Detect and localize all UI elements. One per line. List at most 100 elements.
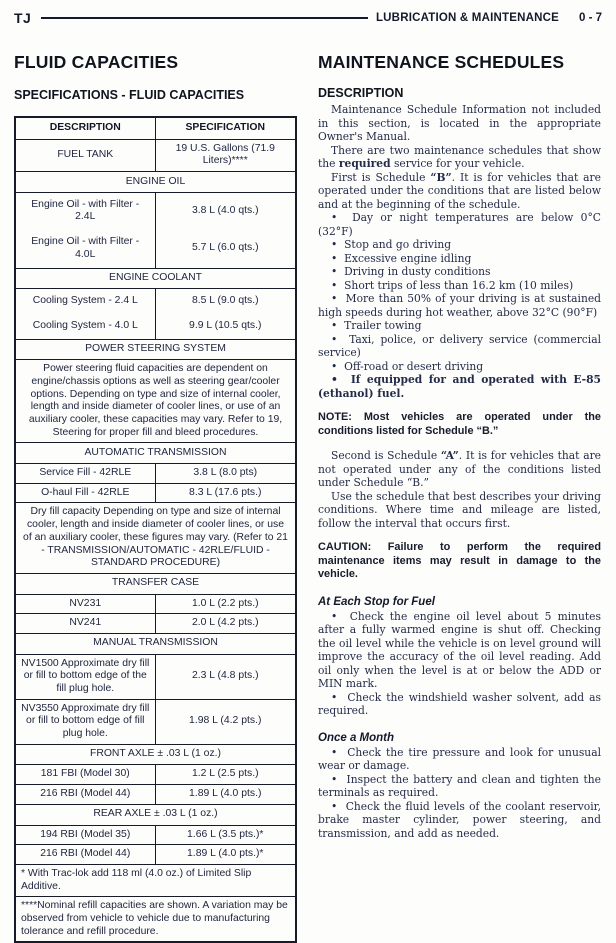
table-cell-specification: 2.3 L (4.8 pts.) (191, 670, 259, 682)
section-subheading: Once a Month (318, 731, 395, 744)
table-cell-specification: 19 U.S. Gallons (71.9 Liters)**** (175, 142, 275, 167)
table-section-row: REAR AXLE ± .03 L (1 oz.) (16, 803, 295, 825)
bullet-item: • Check the fluid levels of the coolant … (318, 799, 601, 840)
table-header-specification: SPECIFICATION (185, 122, 265, 133)
table-section-row: ENGINE COOLANT (16, 267, 295, 289)
note-block: NOTE: Most vehicles are operated under t… (318, 411, 601, 437)
paragraph: Use the schedule that best describes you… (318, 489, 601, 530)
bullet-item: • Stop and go driving (331, 238, 452, 251)
table-section-row: ENGINE OIL (16, 171, 295, 192)
table-row-group: Cooling System - 2.4 L 8.5 L (9.0 qts.) Co… (16, 288, 295, 339)
table-row: NV3550 Approximate dry fill or fill to b… (16, 698, 295, 744)
table-note-row: * With Trac-lok add 118 ml (4.0 oz.) of … (16, 863, 295, 896)
bullet-item: • Trailer towing (331, 319, 422, 332)
table-cell-description: Engine Oil - with Filter - 2.4L (16, 192, 156, 231)
table-cell-description: Cooling System - 4.0 L (16, 313, 156, 339)
table-row: Cooling System - 4.0 L 9.9 L (10.5 qts.) (16, 313, 295, 339)
bullet-item: • Driving in dusty conditions (331, 265, 491, 278)
maintenance-schedules-title: MAINTENANCE SCHEDULES (318, 52, 565, 72)
table-row: Engine Oil - with Filter - 2.4L 3.8 L (4.… (16, 192, 295, 231)
fluid-capacities-title: FLUID CAPACITIES (14, 52, 179, 72)
table-cell-specification: 8.5 L (9.0 qts.) (191, 295, 259, 307)
table-note-row: Dry fill capacity Depending on type and … (16, 502, 295, 572)
table-cell-specification: 1.89 L (4.0 pts.)* (187, 848, 264, 860)
table-section-row: MANUAL TRANSMISSION (16, 632, 295, 654)
table-cell-specification: 1.0 L (2.2 pts.) (191, 597, 259, 609)
table-row: NV1500 Approximate dry fill or fill to b… (16, 653, 295, 699)
table-cell-description: 216 RBI (Model 44) (16, 785, 156, 804)
content-columns: FLUID CAPACITIES SPECIFICATIONS - FLUID … (14, 52, 602, 943)
paragraph: Second is Schedule “A”. It is for vehicl… (318, 449, 601, 489)
table-cell-description: NV241 (16, 614, 156, 633)
bullet-item: • More than 50% of your driving is at su… (318, 292, 601, 319)
left-column: FLUID CAPACITIES SPECIFICATIONS - FLUID … (14, 52, 297, 943)
model-label: TJ (14, 10, 32, 26)
table-row-group: Engine Oil - with Filter - 2.4L 3.8 L (4.… (16, 191, 295, 268)
table-cell-description: 216 RBI (Model 44) (16, 845, 156, 864)
table-cell-specification: 3.8 L (8.0 pts) (193, 467, 258, 479)
caution-block: CAUTION: Failure to perform the required… (318, 541, 601, 580)
description-subheading: DESCRIPTION (318, 86, 404, 100)
table-section-row: TRANSFER CASE (16, 572, 295, 594)
table-cell-description: Engine Oil - with Filter - 4.0L (16, 230, 156, 268)
bullet-item: • Check the tire pressure and look for u… (318, 745, 601, 773)
page-number: 0 - 7 (578, 12, 602, 24)
table-row: 216 RBI (Model 44) 1.89 L (4.0 pts.) (16, 784, 295, 804)
table-section-row: AUTOMATIC TRANSMISSION (16, 442, 295, 463)
table-cell-description: O-haul Fill - 42RLE (16, 483, 156, 503)
table-cell-description: NV1500 Approximate dry fill or fill to b… (16, 654, 156, 699)
table-cell-specification: 3.8 L (4.0 qts.) (191, 205, 259, 217)
bullet-item: • Short trips of less than 16.2 km (10 m… (331, 278, 574, 292)
table-cell-specification: 1.2 L (2.5 pts.) (191, 768, 259, 780)
bullet-item: • Day or night temperatures are below 0°… (318, 211, 601, 238)
specifications-subtitle: SPECIFICATIONS - FLUID CAPACITIES (14, 88, 245, 102)
header-rule (41, 17, 368, 19)
table-row: 181 FBI (Model 30) 1.2 L (2.5 pts.) (16, 764, 295, 785)
table-cell-specification: 1.98 L (4.2 pts.) (189, 715, 262, 727)
table-cell-specification: 1.66 L (3.5 pts.)* (187, 828, 264, 840)
table-row: NV241 2.0 L (4.2 pts.) (16, 613, 295, 633)
table-cell-specification: 9.9 L (10.5 qts.) (189, 319, 262, 331)
table-row: Cooling System - 2.4 L 8.5 L (9.0 qts.) (16, 289, 295, 314)
bullet-item: • Check the windshield washer solvent, a… (318, 690, 602, 718)
table-row: 194 RBI (Model 35) 1.66 L (3.5 pts.)* (16, 824, 295, 845)
section-subheading: At Each Stop for Fuel (318, 595, 435, 608)
bullet-item: • Taxi, police, or delivery service (com… (318, 332, 601, 360)
table-cell-specification: 8.3 L (17.6 pts.) (189, 486, 262, 498)
table-cell-specification: 5.7 L (6.0 qts.) (191, 242, 259, 254)
paragraph: Maintenance Schedule Information not inc… (318, 103, 601, 143)
table-cell-specification: 1.89 L (4.0 pts.) (189, 788, 262, 800)
table-cell-specification: 2.0 L (4.2 pts.) (191, 617, 259, 629)
fluid-capacities-table: DESCRIPTION SPECIFICATION FUEL TANK 19 U.S.… (14, 116, 297, 943)
table-cell-description: 181 FBI (Model 30) (16, 765, 156, 785)
paragraph: First is Schedule “B”. It is for vehicle… (318, 170, 601, 211)
table-note-row: Power steering fluid capacities are depe… (16, 359, 295, 442)
table-row: Service Fill - 42RLE 3.8 L (8.0 pts) (16, 463, 295, 483)
bullet-item: • Off-road or desert driving (331, 359, 484, 373)
table-section-row: POWER STEERING SYSTEM (16, 338, 295, 360)
page-header: TJ LUBRICATION & MAINTENANCE 0 - 7 (14, 10, 602, 26)
table-cell-description: NV3550 Approximate dry fill or fill to b… (16, 699, 156, 744)
bullet-item: • If equipped for and operated with E-85… (318, 373, 601, 400)
table-cell-description: 194 RBI (Model 35) (16, 825, 156, 845)
table-header-row: DESCRIPTION SPECIFICATION (16, 118, 295, 139)
paragraph: There are two maintenance schedules that… (318, 143, 601, 171)
maintenance-text-blocks: DESCRIPTION Maintenance Schedule Informat… (318, 86, 601, 840)
table-header-description: DESCRIPTION (16, 118, 156, 139)
section-title: LUBRICATION & MAINTENANCE (375, 12, 559, 24)
right-column: MAINTENANCE SCHEDULES DESCRIPTION Mainten… (318, 52, 601, 943)
table-row: NV231 1.0 L (2.2 pts.) (16, 593, 295, 614)
table-row: FUEL TANK 19 U.S. Gallons (71.9 Liters)**… (16, 138, 295, 172)
bullet-item: • Inspect the battery and clean and tigh… (318, 772, 601, 800)
table-cell-description: Service Fill - 42RLE (16, 464, 156, 483)
table-note-row: ****Nominal refill capacities are shown.… (16, 896, 295, 941)
bullet-item: • Excessive engine idling (331, 251, 472, 265)
table-row: O-haul Fill - 42RLE 8.3 L (17.6 pts.) (16, 482, 295, 503)
table-row: 216 RBI (Model 44) 1.89 L (4.0 pts.)* (16, 844, 295, 864)
table-cell-description: Cooling System - 2.4 L (16, 289, 156, 314)
table-row: Engine Oil - with Filter - 4.0L 5.7 L (6.… (16, 230, 295, 268)
bullet-item: • Check the engine oil level about 5 min… (318, 609, 601, 691)
table-cell-description: FUEL TANK (16, 139, 156, 172)
table-section-row: FRONT AXLE ± .03 L (1 oz.) (16, 743, 295, 765)
